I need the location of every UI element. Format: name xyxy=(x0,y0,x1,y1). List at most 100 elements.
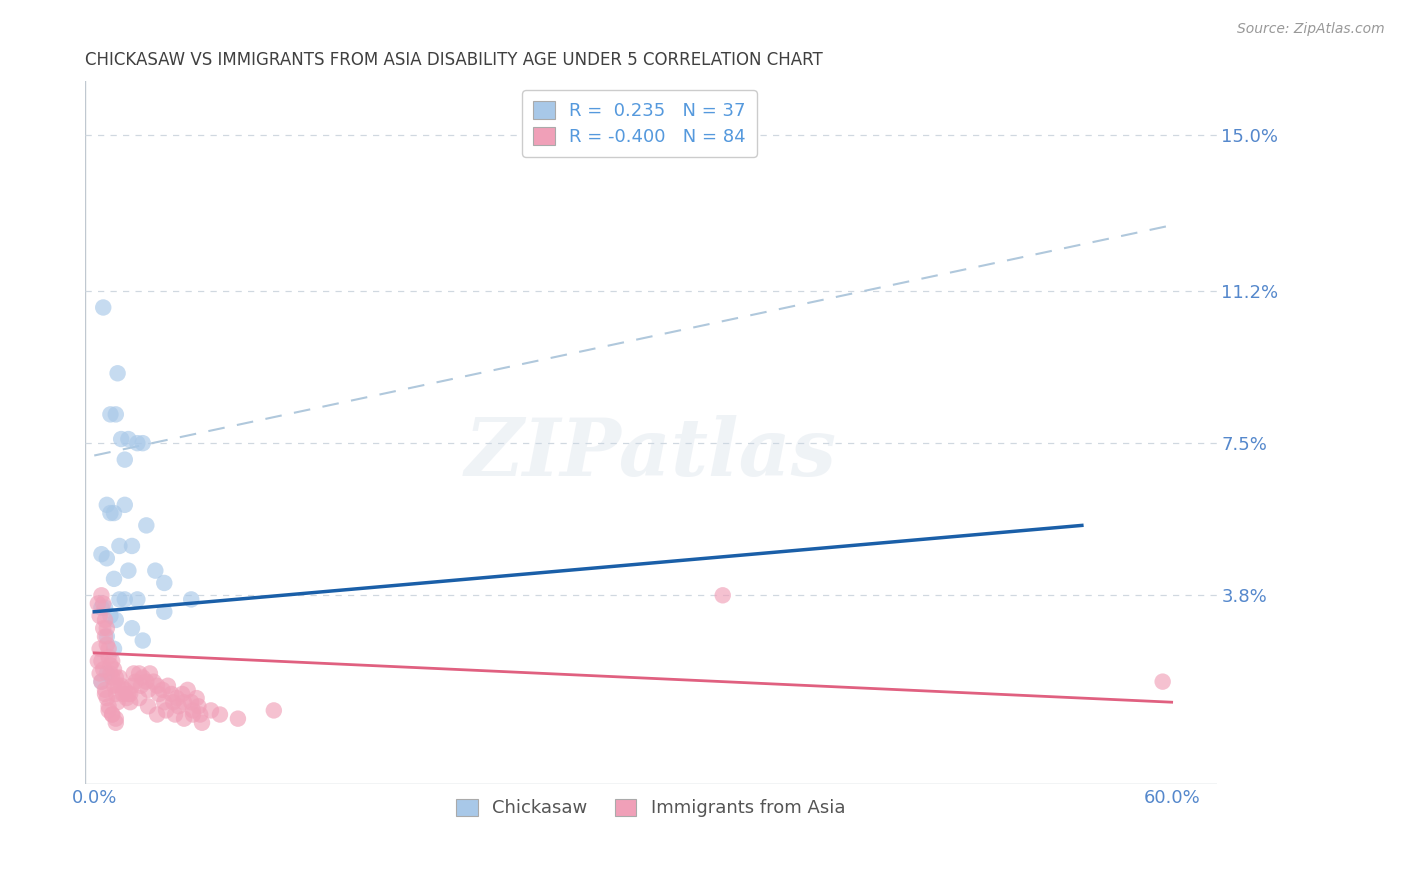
Text: ZIPatlas: ZIPatlas xyxy=(465,416,837,492)
Point xyxy=(153,605,176,619)
Point xyxy=(226,712,249,726)
Point xyxy=(135,674,157,689)
Point xyxy=(110,679,132,693)
Point xyxy=(91,662,114,676)
Point xyxy=(711,588,734,602)
Point xyxy=(90,674,112,689)
Point xyxy=(114,498,136,512)
Point xyxy=(104,613,127,627)
Point xyxy=(186,691,208,706)
Point xyxy=(94,687,117,701)
Point xyxy=(100,408,122,422)
Point xyxy=(97,650,120,665)
Point xyxy=(107,695,129,709)
Point xyxy=(200,703,222,717)
Point xyxy=(120,695,142,709)
Point xyxy=(153,576,176,591)
Point xyxy=(104,671,127,685)
Point xyxy=(136,699,159,714)
Point xyxy=(153,695,176,709)
Point xyxy=(121,539,143,553)
Point xyxy=(165,707,187,722)
Point xyxy=(187,699,209,714)
Point xyxy=(97,699,120,714)
Point xyxy=(115,691,138,706)
Point xyxy=(89,641,111,656)
Text: Source: ZipAtlas.com: Source: ZipAtlas.com xyxy=(1237,22,1385,37)
Point xyxy=(117,687,139,701)
Point xyxy=(121,621,143,635)
Point xyxy=(176,682,198,697)
Point xyxy=(263,703,285,717)
Point xyxy=(91,621,114,635)
Point xyxy=(128,666,150,681)
Point xyxy=(87,654,110,668)
Point xyxy=(136,682,159,697)
Point xyxy=(173,712,195,726)
Point xyxy=(100,506,122,520)
Point xyxy=(143,564,166,578)
Point xyxy=(132,436,155,450)
Point xyxy=(90,674,112,689)
Point xyxy=(152,682,174,697)
Point xyxy=(103,506,125,520)
Point xyxy=(100,666,122,681)
Point xyxy=(101,707,124,722)
Point xyxy=(103,662,125,676)
Point xyxy=(87,597,110,611)
Point xyxy=(96,551,118,566)
Point xyxy=(114,592,136,607)
Point xyxy=(162,695,184,709)
Point xyxy=(96,691,118,706)
Point xyxy=(114,452,136,467)
Point xyxy=(101,671,124,685)
Point xyxy=(101,654,124,668)
Point xyxy=(110,432,132,446)
Point xyxy=(103,572,125,586)
Point xyxy=(104,715,127,730)
Point xyxy=(191,715,214,730)
Legend: Chickasaw, Immigrants from Asia: Chickasaw, Immigrants from Asia xyxy=(449,791,852,824)
Point xyxy=(91,301,114,315)
Point xyxy=(94,613,117,627)
Point xyxy=(155,703,177,717)
Point xyxy=(96,621,118,635)
Point xyxy=(96,666,118,681)
Point xyxy=(104,687,127,701)
Point xyxy=(181,707,204,722)
Point xyxy=(108,671,131,685)
Point xyxy=(94,600,117,615)
Point xyxy=(100,658,122,673)
Point xyxy=(127,436,149,450)
Point xyxy=(146,707,169,722)
Point xyxy=(132,671,155,685)
Point xyxy=(101,707,124,722)
Point xyxy=(90,588,112,602)
Point xyxy=(167,699,190,714)
Point xyxy=(117,564,139,578)
Point xyxy=(90,654,112,668)
Point xyxy=(129,679,152,693)
Point xyxy=(146,679,169,693)
Point xyxy=(89,608,111,623)
Point xyxy=(127,592,149,607)
Point xyxy=(121,679,143,693)
Point xyxy=(124,674,146,689)
Point xyxy=(135,518,157,533)
Point xyxy=(97,641,120,656)
Text: CHICKASAW VS IMMIGRANTS FROM ASIA DISABILITY AGE UNDER 5 CORRELATION CHART: CHICKASAW VS IMMIGRANTS FROM ASIA DISABI… xyxy=(86,51,823,69)
Point xyxy=(108,592,131,607)
Point xyxy=(104,712,127,726)
Point xyxy=(1152,674,1174,689)
Point xyxy=(96,629,118,643)
Point xyxy=(114,682,136,697)
Point xyxy=(139,666,162,681)
Point xyxy=(103,679,125,693)
Point xyxy=(108,539,131,553)
Point xyxy=(91,597,114,611)
Point xyxy=(96,638,118,652)
Point xyxy=(173,695,195,709)
Point xyxy=(107,679,129,693)
Point xyxy=(103,641,125,656)
Point xyxy=(160,687,183,701)
